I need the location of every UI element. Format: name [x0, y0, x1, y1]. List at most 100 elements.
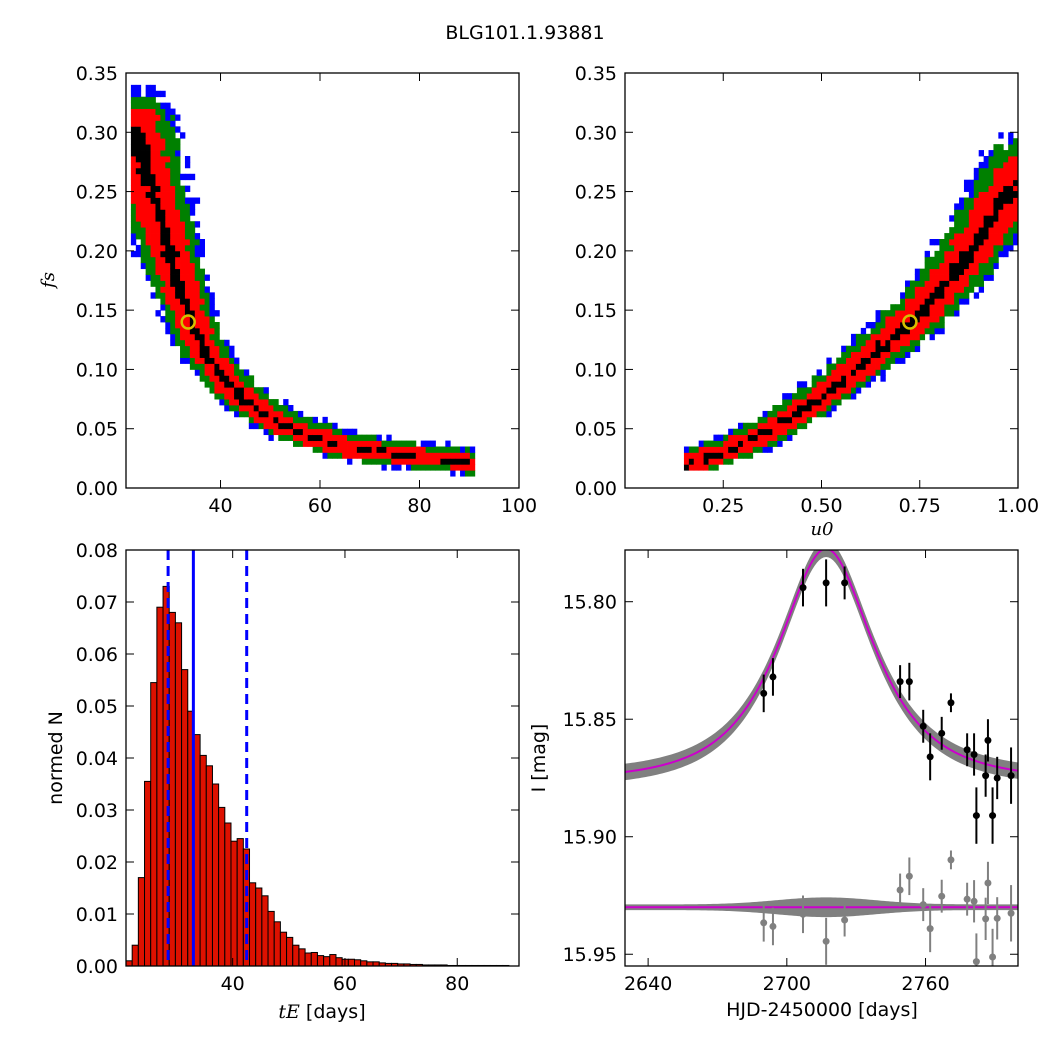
- heatmap-cell: [737, 422, 744, 430]
- histogram-bar: [267, 910, 275, 967]
- heatmap-cell: [199, 357, 205, 364]
- heatmap-cell: [959, 256, 965, 264]
- heatmap-cell: [224, 375, 230, 382]
- heatmap-cell: [278, 428, 284, 436]
- heatmap-cell: [959, 244, 965, 252]
- heatmap-cell: [130, 167, 137, 175]
- heatmap-cell: [880, 316, 886, 323]
- heatmap-cell: [278, 405, 284, 412]
- heatmap-cell: [209, 381, 215, 388]
- heatmap-cell: [860, 351, 867, 358]
- heatmap-cell: [214, 310, 220, 317]
- heatmap-cell: [130, 197, 137, 204]
- y-tick-label: 0.35: [76, 63, 118, 85]
- y-tick-label: 15.95: [563, 944, 617, 966]
- heatmap-cell: [135, 126, 142, 133]
- heatmap-cell: [954, 268, 960, 275]
- heatmap-cell: [253, 422, 260, 430]
- best-fit-marker: [902, 314, 918, 330]
- heatmap-cell: [875, 339, 881, 347]
- y-tick-label: 15.90: [563, 827, 617, 849]
- heatmap-cell: [258, 399, 264, 406]
- heatmap-cell: [130, 126, 137, 133]
- histogram-bar: [181, 669, 189, 967]
- heatmap-cell: [885, 339, 891, 347]
- heatmap-cell: [782, 393, 788, 400]
- heatmap-cell: [194, 304, 201, 311]
- heatmap-cell: [288, 434, 294, 441]
- heatmap-cell: [988, 274, 994, 281]
- heatmap-cell: [425, 440, 431, 447]
- heatmap-cell: [317, 446, 323, 453]
- heatmap-cell: [214, 345, 220, 353]
- heatmap-cell: [821, 410, 827, 418]
- heatmap-cell: [366, 446, 373, 453]
- heatmap-cell: [130, 179, 137, 187]
- heatmap-cell: [194, 316, 201, 323]
- heatmap-cell: [954, 227, 960, 234]
- heatmap-cell: [214, 375, 220, 382]
- heatmap-cell: [209, 310, 215, 317]
- heatmap-cell: [180, 274, 186, 281]
- heatmap-cell: [135, 132, 142, 139]
- heatmap-cell: [366, 452, 373, 459]
- heatmap-cell: [155, 280, 161, 287]
- heatmap-cell: [968, 227, 975, 234]
- heatmap-cell: [841, 351, 847, 358]
- heatmap-cell: [909, 316, 916, 323]
- heatmap-cell: [1008, 179, 1014, 187]
- heatmap-panel-fs-tE: [130, 84, 476, 477]
- residual-point: [760, 919, 768, 927]
- heatmap-cell: [145, 274, 151, 281]
- heatmap-cell: [983, 262, 989, 270]
- heatmap-cell: [165, 310, 171, 317]
- heatmap-cell: [860, 357, 867, 364]
- heatmap-cell: [464, 470, 471, 477]
- heatmap-cell: [998, 227, 1004, 234]
- data-point: [919, 722, 927, 730]
- heatmap-cell: [1013, 203, 1019, 210]
- heatmap-cell: [998, 167, 1004, 175]
- heatmap-cell: [1008, 132, 1014, 139]
- heatmap-cell: [1003, 244, 1009, 252]
- heatmap-cell: [145, 161, 151, 169]
- heatmap-cell: [983, 197, 989, 204]
- heatmap-cell: [846, 351, 852, 358]
- heatmap-cell: [194, 292, 201, 299]
- heatmap-cell: [914, 280, 921, 287]
- heatmap-cell: [229, 387, 235, 394]
- heatmap-cell: [219, 351, 225, 358]
- heatmap-cell: [347, 434, 353, 441]
- heatmap-cell: [988, 179, 994, 187]
- heatmap-cell: [288, 422, 294, 430]
- heatmap-cell: [170, 322, 176, 329]
- heatmap-cell: [135, 108, 142, 115]
- heatmap-cell: [816, 375, 822, 382]
- heatmap-cell: [170, 221, 176, 228]
- heatmap-cell: [165, 126, 171, 133]
- heatmap-cell: [865, 345, 872, 353]
- heatmap-cell: [1008, 239, 1014, 246]
- heatmap-cell: [175, 339, 181, 347]
- heatmap-cell: [885, 310, 891, 317]
- heatmap-cell: [460, 446, 466, 453]
- heatmap-cell: [219, 357, 225, 364]
- heatmap-cell: [165, 197, 171, 204]
- data-point: [982, 772, 990, 780]
- heatmap-cell: [978, 268, 985, 275]
- heatmap-cell: [150, 84, 156, 92]
- y-tick-label: 0.30: [76, 122, 118, 144]
- heatmap-cell: [337, 440, 343, 447]
- heatmap-cell: [268, 399, 274, 406]
- heatmap-cell: [184, 227, 191, 234]
- heatmap-cell: [180, 239, 186, 246]
- heatmap-cell: [733, 452, 739, 459]
- heatmap-cell: [728, 458, 734, 465]
- heatmap-cell: [1003, 203, 1009, 210]
- heatmap-cell: [175, 138, 181, 145]
- heatmap-cell: [973, 280, 980, 287]
- heatmap-cell: [184, 351, 191, 358]
- data-point: [760, 689, 768, 697]
- heatmap-cell: [988, 173, 994, 181]
- heatmap-cell: [983, 221, 989, 228]
